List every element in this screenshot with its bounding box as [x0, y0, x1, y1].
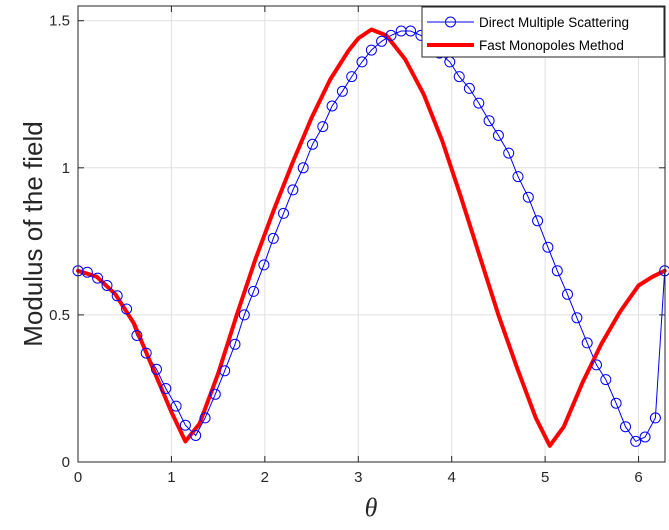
y-tick-label: 0.5 [49, 307, 70, 324]
data-point-direct-multiple-scattering [551, 265, 563, 277]
data-point-direct-multiple-scattering [278, 207, 289, 219]
data-point-direct-multiple-scattering [492, 129, 504, 141]
data-point-direct-multiple-scattering [92, 272, 104, 284]
data-point-direct-multiple-scattering [307, 138, 318, 150]
data-point-direct-multiple-scattering [639, 431, 651, 443]
data-point-direct-multiple-scattering [532, 215, 544, 227]
data-point-direct-multiple-scattering [620, 421, 631, 433]
data-point-direct-multiple-scattering [209, 388, 221, 400]
data-point-direct-multiple-scattering [151, 363, 162, 375]
data-point-direct-multiple-scattering [190, 430, 202, 441]
data-point-direct-multiple-scattering [562, 288, 573, 300]
data-point-direct-multiple-scattering [160, 383, 172, 394]
data-point-direct-multiple-scattering [376, 35, 388, 47]
data-point-direct-multiple-scattering [131, 330, 143, 341]
data-point-direct-multiple-scattering [336, 85, 348, 97]
data-point-direct-multiple-scattering [297, 162, 309, 174]
data-point-direct-multiple-scattering [170, 400, 182, 412]
data-point-direct-multiple-scattering [581, 337, 593, 349]
series-layer [72, 25, 669, 448]
data-point-direct-multiple-scattering [542, 241, 554, 253]
x-tick-label: 3 [354, 469, 362, 486]
y-axis-title: Modulus of the field [18, 121, 48, 346]
plot-area [78, 6, 665, 462]
legend-box [421, 6, 665, 58]
data-point-direct-multiple-scattering [503, 147, 515, 159]
x-axis-title: θ [365, 493, 378, 522]
x-tick-label: 6 [634, 469, 642, 486]
tick-labels: 0 1 2 3 4 5 6 0 0.5 1 1.5 [49, 13, 643, 486]
series-line-direct-multiple-scattering [77, 30, 666, 443]
data-point-direct-multiple-scattering [356, 56, 368, 68]
x-tick-label: 2 [261, 469, 269, 486]
x-tick-label: 0 [74, 469, 82, 486]
plot-frame [77, 5, 666, 463]
data-point-direct-multiple-scattering [610, 397, 622, 409]
data-point-direct-multiple-scattering [473, 97, 485, 109]
data-point-direct-multiple-scattering [140, 347, 152, 359]
x-tick-label: 1 [167, 469, 175, 486]
data-point-direct-multiple-scattering [365, 44, 377, 56]
data-point-direct-multiple-scattering [287, 184, 299, 196]
data-point-direct-multiple-scattering [199, 412, 211, 424]
data-point-direct-multiple-scattering [346, 71, 358, 83]
data-point-direct-multiple-scattering [463, 82, 475, 94]
data-point-direct-multiple-scattering [258, 259, 270, 271]
data-point-direct-multiple-scattering [512, 171, 524, 183]
data-point-direct-multiple-scattering [121, 303, 133, 315]
data-point-direct-multiple-scattering [248, 285, 260, 297]
data-point-direct-multiple-scattering [219, 365, 231, 377]
data-point-direct-multiple-scattering [267, 232, 279, 244]
data-point-direct-multiple-scattering [571, 312, 583, 324]
data-point-direct-multiple-scattering [229, 338, 241, 350]
data-point-direct-multiple-scattering [630, 435, 642, 447]
data-point-direct-multiple-scattering [179, 419, 191, 431]
y-tick-label: 1 [62, 160, 70, 177]
legend-label-fmm: Fast Monopoles Method [479, 38, 624, 53]
data-point-direct-multiple-scattering [317, 121, 329, 133]
x-tick-label: 4 [448, 469, 456, 486]
data-point-direct-multiple-scattering [600, 374, 612, 386]
legend-marker-direct [445, 16, 456, 28]
data-point-direct-multiple-scattering [591, 359, 602, 371]
data-point-direct-multiple-scattering [385, 29, 397, 41]
data-point-direct-multiple-scattering [395, 25, 407, 37]
data-point-direct-multiple-scattering [326, 100, 338, 112]
data-point-direct-multiple-scattering [405, 25, 417, 37]
data-point-direct-multiple-scattering [453, 71, 465, 83]
x-tick-label: 5 [541, 469, 549, 486]
data-point-direct-multiple-scattering [111, 290, 123, 302]
legend-label-direct: Direct Multiple Scattering [479, 15, 629, 30]
data-point-direct-multiple-scattering [101, 280, 113, 291]
y-tick-label: 1.5 [49, 13, 70, 30]
y-tick-label: 0 [62, 454, 70, 471]
data-point-direct-multiple-scattering [238, 309, 250, 321]
data-point-direct-multiple-scattering [649, 412, 661, 424]
series-line-fast-monopoles-method [76, 27, 667, 448]
data-point-direct-multiple-scattering [483, 115, 495, 127]
data-point-direct-multiple-scattering [522, 191, 534, 203]
data-point-direct-multiple-scattering [81, 266, 93, 278]
legend: Direct Multiple Scattering Fast Monopole… [421, 6, 665, 58]
